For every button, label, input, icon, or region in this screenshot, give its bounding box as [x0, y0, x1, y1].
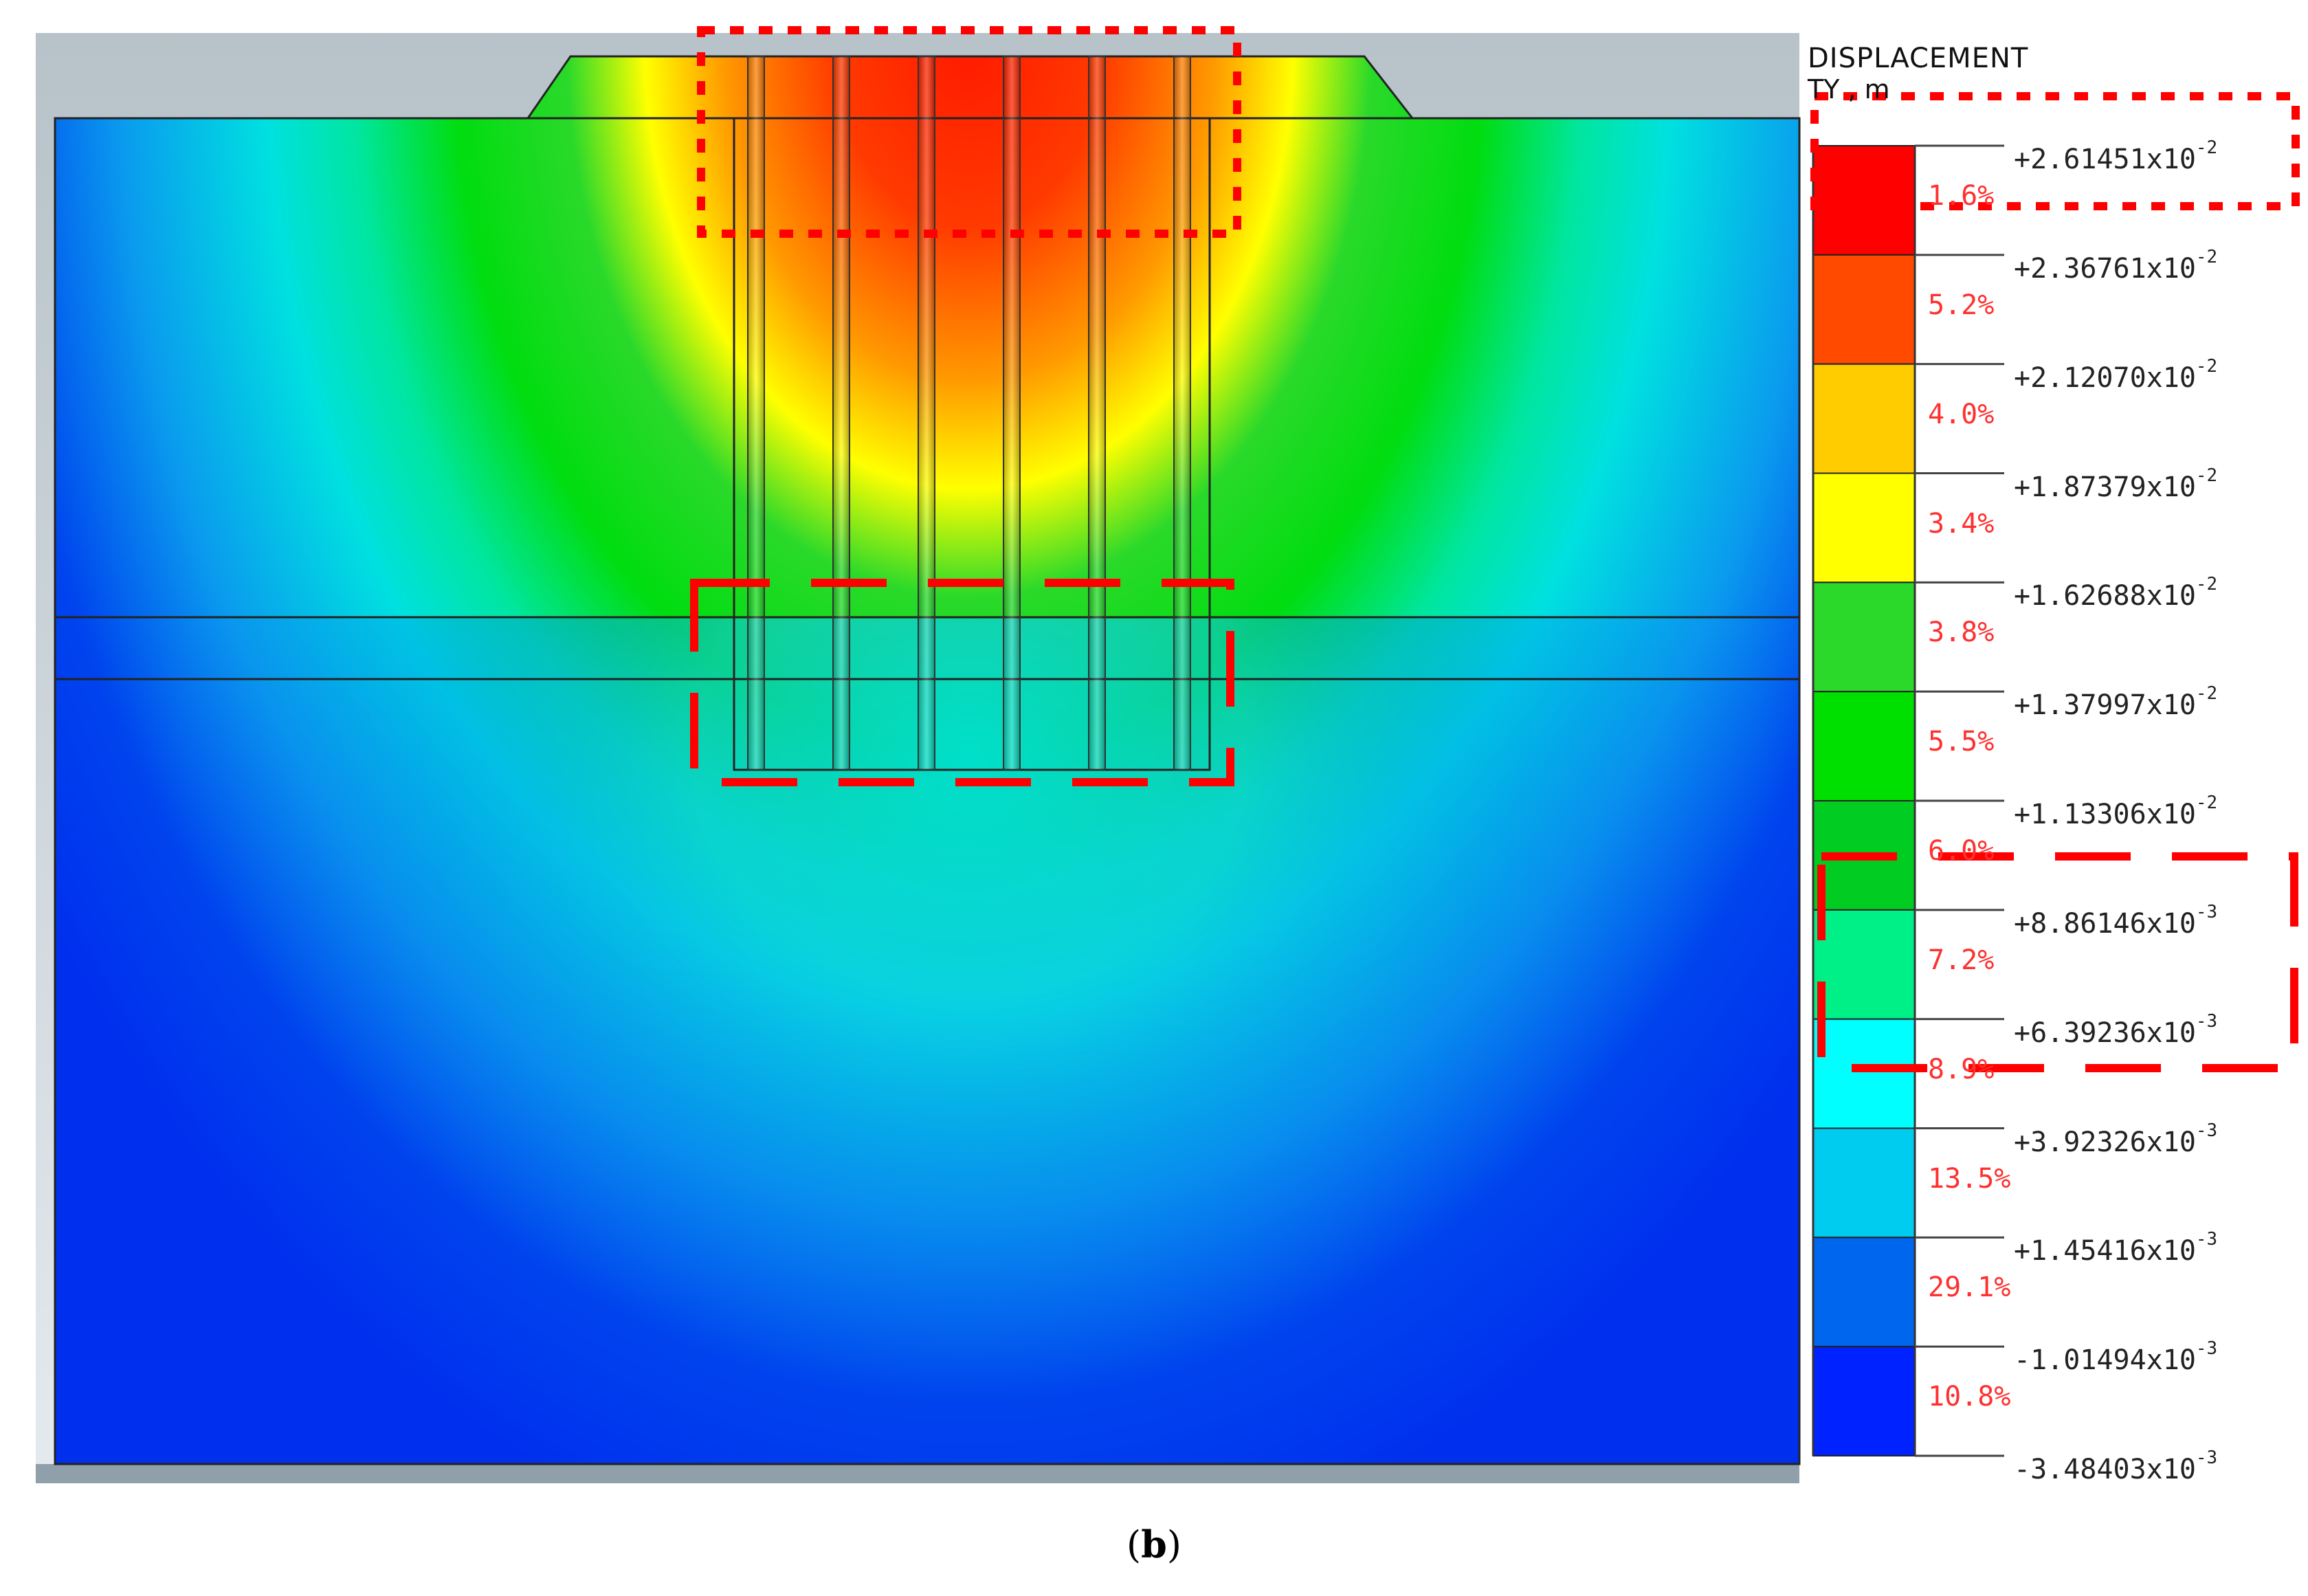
legend-band-2	[1812, 254, 1916, 365]
legend-band-5	[1812, 581, 1916, 693]
pile-head-dotted-box	[697, 26, 1241, 238]
tick-exponent: -3	[2195, 1229, 2218, 1250]
pile-2	[832, 56, 850, 771]
tick-mantissa: +8.86146x10	[2014, 907, 2196, 940]
tick-exponent: -2	[2195, 683, 2218, 705]
tick-exponent: -2	[2195, 246, 2218, 267]
tick-mantissa: +2.12070x10	[2014, 362, 2196, 394]
legend-tick-label-3: +2.12070x10-2	[2014, 356, 2217, 394]
tick-exponent: -3	[2195, 1010, 2218, 1032]
tick-exponent: -3	[2195, 1120, 2218, 1141]
legend-band-11	[1812, 1237, 1916, 1348]
tick-exponent: -2	[2195, 793, 2218, 813]
legend-percent-1: 1.6%	[1928, 180, 1995, 212]
pile-6	[1173, 56, 1191, 771]
legend-band-6	[1812, 691, 1916, 802]
tick-mantissa: +1.45416x10	[2014, 1235, 2196, 1267]
tick-exponent: -3	[2195, 1338, 2218, 1360]
legend-percent-10: 13.5%	[1928, 1162, 2011, 1195]
pile-1	[747, 56, 765, 771]
legend-percent-4: 3.4%	[1928, 507, 1995, 540]
legend-tick-lines	[1915, 144, 2004, 1457]
legend-band-1	[1812, 145, 1916, 256]
legend-percent-3: 4.0%	[1928, 398, 1995, 430]
legend-tick-label-8: +8.86146x10-3	[2014, 902, 2217, 940]
legend-tick-label-2: +2.36761x10-2	[2014, 247, 2217, 285]
pile-toe-dashed-box	[690, 579, 1234, 786]
caption-letter: b	[1141, 1522, 1167, 1566]
legend-top-dotted-box	[1810, 92, 2300, 210]
legend-percent-8: 7.2%	[1928, 944, 1995, 976]
tick-exponent: -2	[2195, 355, 2218, 377]
tick-mantissa: +1.13306x10	[2014, 799, 2196, 830]
legend-band-4	[1812, 472, 1916, 584]
pile-3	[918, 56, 935, 771]
legend-tick-label-11: +1.45416x10-3	[2014, 1229, 2217, 1267]
legend-percent-5: 3.8%	[1928, 617, 1995, 649]
legend-band-3	[1812, 363, 1916, 474]
tick-exponent: -2	[2195, 137, 2218, 158]
pile-5	[1088, 56, 1106, 771]
tick-mantissa: -3.48403x10	[2014, 1454, 2196, 1485]
legend-percent-11: 29.1%	[1928, 1272, 2011, 1304]
tick-exponent: -2	[2195, 465, 2218, 486]
tick-exponent: -2	[2195, 574, 2218, 595]
pile-group	[747, 56, 1191, 771]
tick-exponent: -3	[2195, 1448, 2218, 1468]
legend-tick-label-7: +1.13306x10-2	[2014, 793, 2217, 830]
legend-tick-label-4: +1.87379x10-2	[2014, 465, 2217, 503]
tick-mantissa: +2.36761x10	[2014, 252, 2196, 285]
legend-tick-label-5: +1.62688x10-2	[2014, 574, 2217, 612]
legend-band-8	[1812, 909, 1916, 1020]
figure-caption: (b)	[0, 1522, 2308, 1566]
legend-band-10	[1812, 1127, 1916, 1239]
embankment-outline	[526, 55, 1414, 119]
tick-mantissa: +6.39236x10	[2014, 1017, 2196, 1049]
tick-mantissa: +1.37997x10	[2014, 689, 2196, 722]
caption-open: (	[1127, 1523, 1142, 1566]
legend-mid-dashed-box	[1817, 852, 2298, 1072]
legend-percent-12: 10.8%	[1928, 1381, 2011, 1413]
legend-tick-label-10: +3.92326x10-3	[2014, 1120, 2217, 1158]
legend-band-12	[1812, 1346, 1916, 1456]
legend-percent-7: 6.0%	[1928, 835, 1995, 867]
tick-mantissa: -1.01494x10	[2014, 1344, 2196, 1377]
legend-tick-label-1: +2.61451x10-2	[2014, 137, 2217, 175]
legend-color-bar	[1812, 145, 1916, 1456]
legend-title: DISPLACEMENT	[1808, 43, 2029, 74]
legend-tick-label-9: +6.39236x10-3	[2014, 1011, 2217, 1049]
tick-mantissa: +1.87379x10	[2014, 471, 2196, 503]
viewport-bottom-edge	[36, 1464, 1799, 1483]
legend-percent-9: 8.9%	[1928, 1053, 1995, 1085]
tick-mantissa: +3.92326x10	[2014, 1126, 2196, 1158]
legend-percent-6: 5.5%	[1928, 726, 1995, 758]
legend-tick-label-13: -3.48403x10-3	[2014, 1448, 2217, 1485]
caption-close: )	[1166, 1523, 1181, 1566]
legend-tick-label-6: +1.37997x10-2	[2014, 683, 2217, 721]
legend-band-9	[1812, 1018, 1916, 1129]
tick-mantissa: +1.62688x10	[2014, 580, 2196, 612]
pile-4	[1003, 56, 1021, 771]
legend-percent-2: 5.2%	[1928, 289, 1995, 321]
tick-mantissa: +2.61451x10	[2014, 144, 2196, 175]
legend-unit: TY , m	[1808, 74, 1890, 104]
legend-tick-label-12: -1.01494x10-3	[2014, 1338, 2217, 1376]
tick-exponent: -3	[2195, 901, 2218, 922]
